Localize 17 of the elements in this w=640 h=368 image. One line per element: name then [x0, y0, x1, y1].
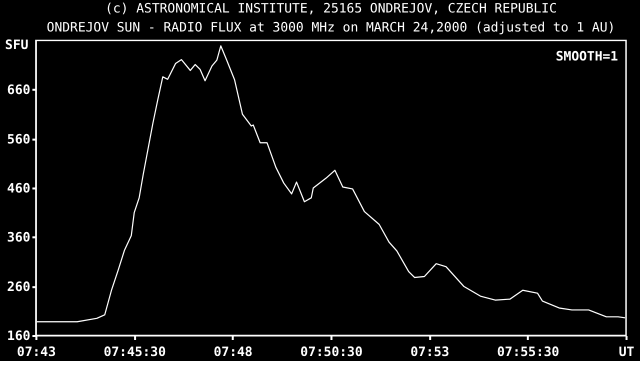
- y-tick-label: 160: [7, 329, 31, 344]
- y-tick-label: 660: [7, 83, 31, 98]
- x-tick-label: UT: [618, 344, 635, 360]
- y-tick-label: 460: [7, 181, 31, 196]
- x-tick-label: 07:48: [214, 344, 253, 360]
- y-tick-label: 360: [7, 230, 31, 246]
- x-tick-label: 07:53: [410, 344, 450, 360]
- chart-title: (c) ASTRONOMICAL INSTITUTE, 25165 ONDREJOV, CZECH REPUBLIC: [105, 2, 557, 17]
- y-axis-title: SFU: [5, 38, 29, 53]
- y-tick-label: 560: [7, 132, 31, 148]
- x-tick-label: 07:50:30: [300, 344, 363, 360]
- annotation: SMOOTH=1: [556, 49, 618, 64]
- x-tick-label: 07:55:30: [497, 344, 560, 360]
- chart-subtitle: ONDREJOV SUN - RADIO FLUX at 3000 MHz on MARCH 24,2000 (adjusted to 1 AU): [46, 20, 616, 36]
- x-tick-label: 07:43: [16, 344, 56, 360]
- y-tick-label: 260: [7, 280, 31, 295]
- x-tick-label: 07:45:30: [104, 344, 166, 360]
